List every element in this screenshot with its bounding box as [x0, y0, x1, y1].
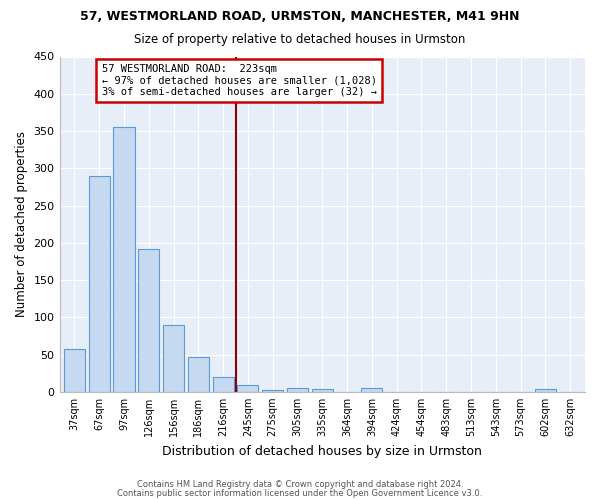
- Bar: [262, 390, 283, 392]
- Bar: [238, 385, 259, 392]
- Bar: [113, 126, 134, 392]
- Bar: [138, 248, 160, 392]
- X-axis label: Distribution of detached houses by size in Urmston: Distribution of detached houses by size …: [163, 444, 482, 458]
- Bar: [89, 176, 110, 392]
- Bar: [64, 348, 85, 392]
- Text: 57, WESTMORLAND ROAD, URMSTON, MANCHESTER, M41 9HN: 57, WESTMORLAND ROAD, URMSTON, MANCHESTE…: [80, 10, 520, 23]
- Bar: [188, 357, 209, 392]
- Bar: [287, 388, 308, 392]
- Y-axis label: Number of detached properties: Number of detached properties: [15, 131, 28, 317]
- Text: Size of property relative to detached houses in Urmston: Size of property relative to detached ho…: [134, 32, 466, 46]
- Bar: [312, 389, 333, 392]
- Text: Contains HM Land Registry data © Crown copyright and database right 2024.: Contains HM Land Registry data © Crown c…: [137, 480, 463, 489]
- Text: 57 WESTMORLAND ROAD:  223sqm
← 97% of detached houses are smaller (1,028)
3% of : 57 WESTMORLAND ROAD: 223sqm ← 97% of det…: [101, 64, 377, 97]
- Bar: [212, 377, 233, 392]
- Bar: [535, 389, 556, 392]
- Text: Contains public sector information licensed under the Open Government Licence v3: Contains public sector information licen…: [118, 488, 482, 498]
- Bar: [163, 324, 184, 392]
- Bar: [361, 388, 382, 392]
